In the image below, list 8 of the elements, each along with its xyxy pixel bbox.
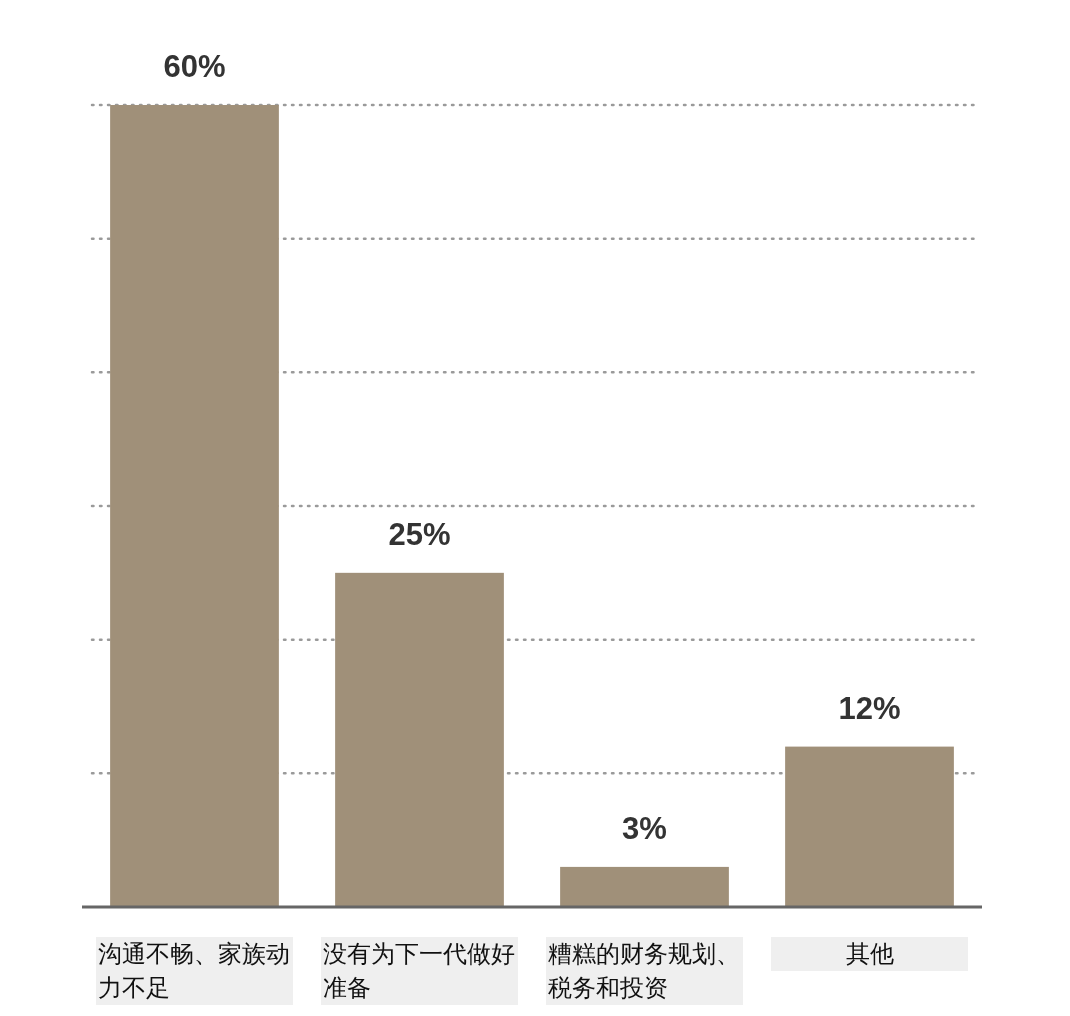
data-label: 3% xyxy=(622,810,667,846)
data-label: 25% xyxy=(388,516,451,552)
x-tick-label: 没有为下一代做好准备 xyxy=(321,937,518,1005)
data-label: 12% xyxy=(838,690,901,726)
x-tick-label: 糟糕的财务规划、税务和投资 xyxy=(546,937,743,1005)
data-label: 60% xyxy=(163,49,226,84)
x-tick-label: 沟通不畅、家族动力不足 xyxy=(96,937,293,1005)
x-tick-label: 其他 xyxy=(771,937,968,971)
